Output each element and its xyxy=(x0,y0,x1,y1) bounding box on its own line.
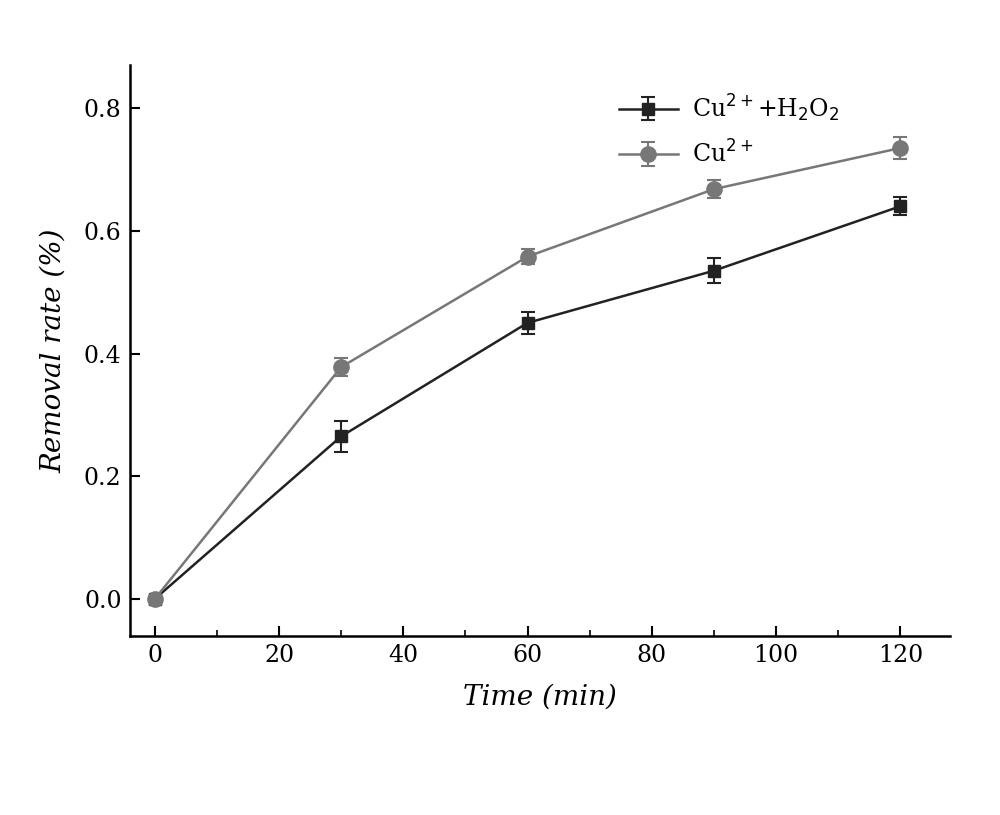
X-axis label: Time (min): Time (min) xyxy=(463,684,617,711)
Legend: Cu$^{2+}$+H$_2$O$_2$, Cu$^{2+}$: Cu$^{2+}$+H$_2$O$_2$, Cu$^{2+}$ xyxy=(609,82,849,177)
Y-axis label: Removal rate (%): Removal rate (%) xyxy=(40,228,67,473)
